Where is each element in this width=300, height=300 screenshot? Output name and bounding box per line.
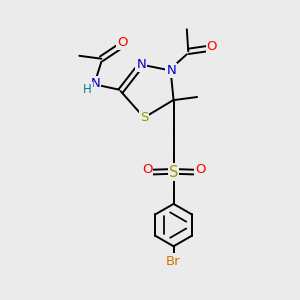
Text: N: N <box>136 58 146 70</box>
Text: H: H <box>83 82 92 95</box>
Text: O: O <box>207 40 217 53</box>
Text: S: S <box>169 165 178 180</box>
Text: O: O <box>117 36 127 49</box>
Text: Br: Br <box>166 254 181 268</box>
Text: S: S <box>140 111 148 124</box>
Text: O: O <box>195 163 205 176</box>
Text: N: N <box>91 77 100 90</box>
Text: O: O <box>142 163 152 176</box>
Text: N: N <box>166 64 176 77</box>
